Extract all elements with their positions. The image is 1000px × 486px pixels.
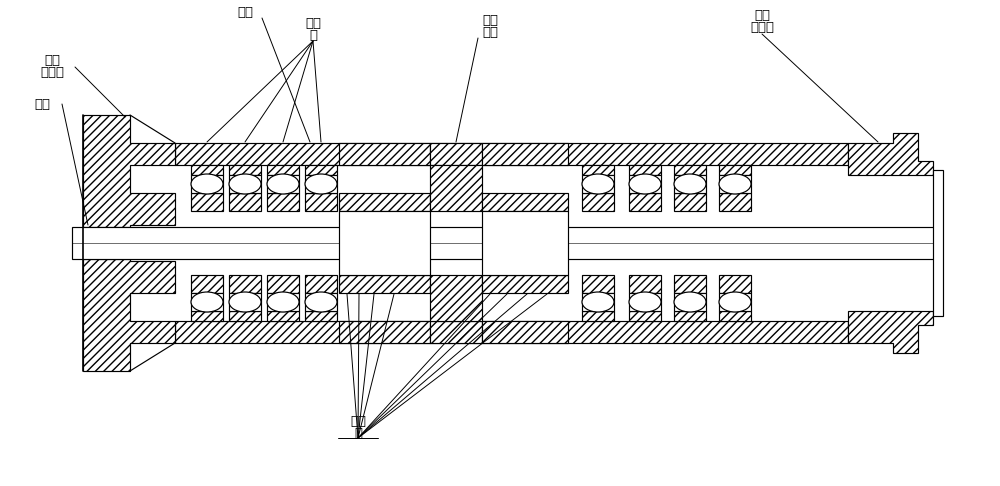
Ellipse shape xyxy=(719,292,751,312)
Bar xyxy=(339,275,430,293)
Bar xyxy=(582,175,614,193)
Bar xyxy=(582,293,614,311)
Bar xyxy=(430,321,482,343)
Text: 轴芯: 轴芯 xyxy=(34,98,50,110)
Bar xyxy=(482,143,568,165)
Bar xyxy=(430,143,482,165)
Polygon shape xyxy=(83,259,175,371)
Bar xyxy=(629,293,661,311)
Bar xyxy=(339,143,430,165)
Bar xyxy=(629,311,661,321)
Bar xyxy=(482,275,568,293)
Bar xyxy=(629,275,661,293)
Bar xyxy=(582,311,614,321)
Bar xyxy=(933,170,943,316)
Bar xyxy=(719,275,751,293)
Bar xyxy=(482,193,568,211)
Bar xyxy=(629,193,661,211)
Bar xyxy=(175,143,848,165)
Ellipse shape xyxy=(267,174,299,194)
Bar xyxy=(339,211,430,275)
Bar xyxy=(719,193,751,211)
Polygon shape xyxy=(848,311,933,353)
Bar xyxy=(191,311,223,321)
Bar xyxy=(191,165,223,175)
Bar xyxy=(191,275,223,293)
Text: 外隔: 外隔 xyxy=(305,17,321,31)
Bar xyxy=(339,321,430,343)
Bar xyxy=(719,175,751,193)
Bar xyxy=(674,293,706,311)
Bar xyxy=(629,165,661,175)
Bar xyxy=(229,293,261,311)
Bar xyxy=(482,321,568,343)
Text: 锁紧: 锁紧 xyxy=(482,15,498,28)
Bar xyxy=(305,193,337,211)
Bar xyxy=(305,165,337,175)
Bar xyxy=(305,275,337,293)
Text: 螺母: 螺母 xyxy=(482,27,498,39)
Polygon shape xyxy=(848,133,933,175)
Bar xyxy=(229,275,261,293)
Ellipse shape xyxy=(229,174,261,194)
Bar xyxy=(267,275,299,293)
Ellipse shape xyxy=(305,292,337,312)
Bar xyxy=(674,275,706,293)
Polygon shape xyxy=(83,115,175,227)
Bar xyxy=(629,175,661,193)
Ellipse shape xyxy=(674,292,706,312)
Bar xyxy=(674,175,706,193)
Bar xyxy=(305,311,337,321)
Bar xyxy=(582,165,614,175)
Bar xyxy=(191,193,223,211)
Text: 环: 环 xyxy=(309,30,317,42)
Bar xyxy=(430,275,482,321)
Bar xyxy=(674,165,706,175)
Bar xyxy=(305,175,337,193)
Bar xyxy=(229,175,261,193)
Text: 内隔: 内隔 xyxy=(350,415,366,428)
Bar xyxy=(191,175,223,193)
Ellipse shape xyxy=(582,292,614,312)
Bar xyxy=(339,193,430,211)
Bar xyxy=(229,311,261,321)
Bar xyxy=(267,175,299,193)
Bar xyxy=(719,165,751,175)
Bar xyxy=(719,293,751,311)
Ellipse shape xyxy=(582,174,614,194)
Ellipse shape xyxy=(191,174,223,194)
Bar xyxy=(267,165,299,175)
Text: 压盖: 压盖 xyxy=(44,54,60,68)
Ellipse shape xyxy=(267,292,299,312)
Bar xyxy=(229,193,261,211)
Bar xyxy=(482,211,568,275)
Text: 压盖: 压盖 xyxy=(754,10,770,22)
Ellipse shape xyxy=(674,174,706,194)
Ellipse shape xyxy=(305,174,337,194)
Ellipse shape xyxy=(719,174,751,194)
Bar xyxy=(430,165,482,211)
Bar xyxy=(175,321,848,343)
Bar xyxy=(582,275,614,293)
Ellipse shape xyxy=(229,292,261,312)
Ellipse shape xyxy=(191,292,223,312)
Bar xyxy=(719,311,751,321)
Bar xyxy=(191,293,223,311)
Text: （后）: （后） xyxy=(750,21,774,35)
Bar xyxy=(674,193,706,211)
Text: （前）: （前） xyxy=(40,67,64,80)
Bar xyxy=(229,165,261,175)
Bar xyxy=(267,293,299,311)
Bar xyxy=(674,311,706,321)
Bar xyxy=(267,193,299,211)
Bar xyxy=(305,293,337,311)
Text: 环: 环 xyxy=(354,427,362,439)
Text: 套筒: 套筒 xyxy=(237,6,253,19)
Ellipse shape xyxy=(629,174,661,194)
Ellipse shape xyxy=(629,292,661,312)
Bar xyxy=(582,193,614,211)
Bar xyxy=(72,227,938,259)
Bar xyxy=(267,311,299,321)
